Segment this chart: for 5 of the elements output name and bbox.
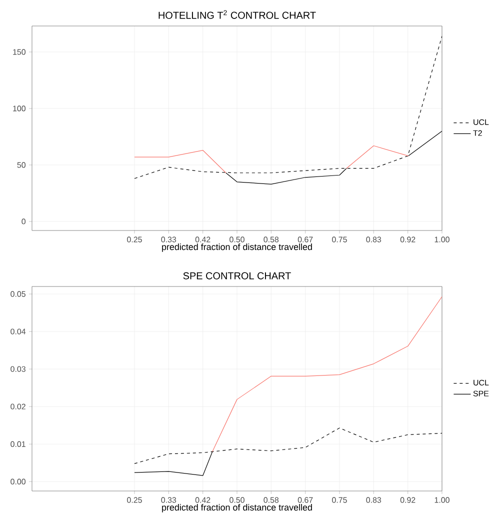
x-axis-title: predicted fraction of distance travelled — [162, 504, 312, 512]
x-axis-title: predicted fraction of distance travelled — [162, 243, 312, 252]
chart-title: SPE CONTROL CHART — [183, 272, 291, 280]
line-series — [212, 296, 442, 452]
chart-title: HOTELLING T$^{2}$ CONTROL CHART — [158, 10, 316, 19]
